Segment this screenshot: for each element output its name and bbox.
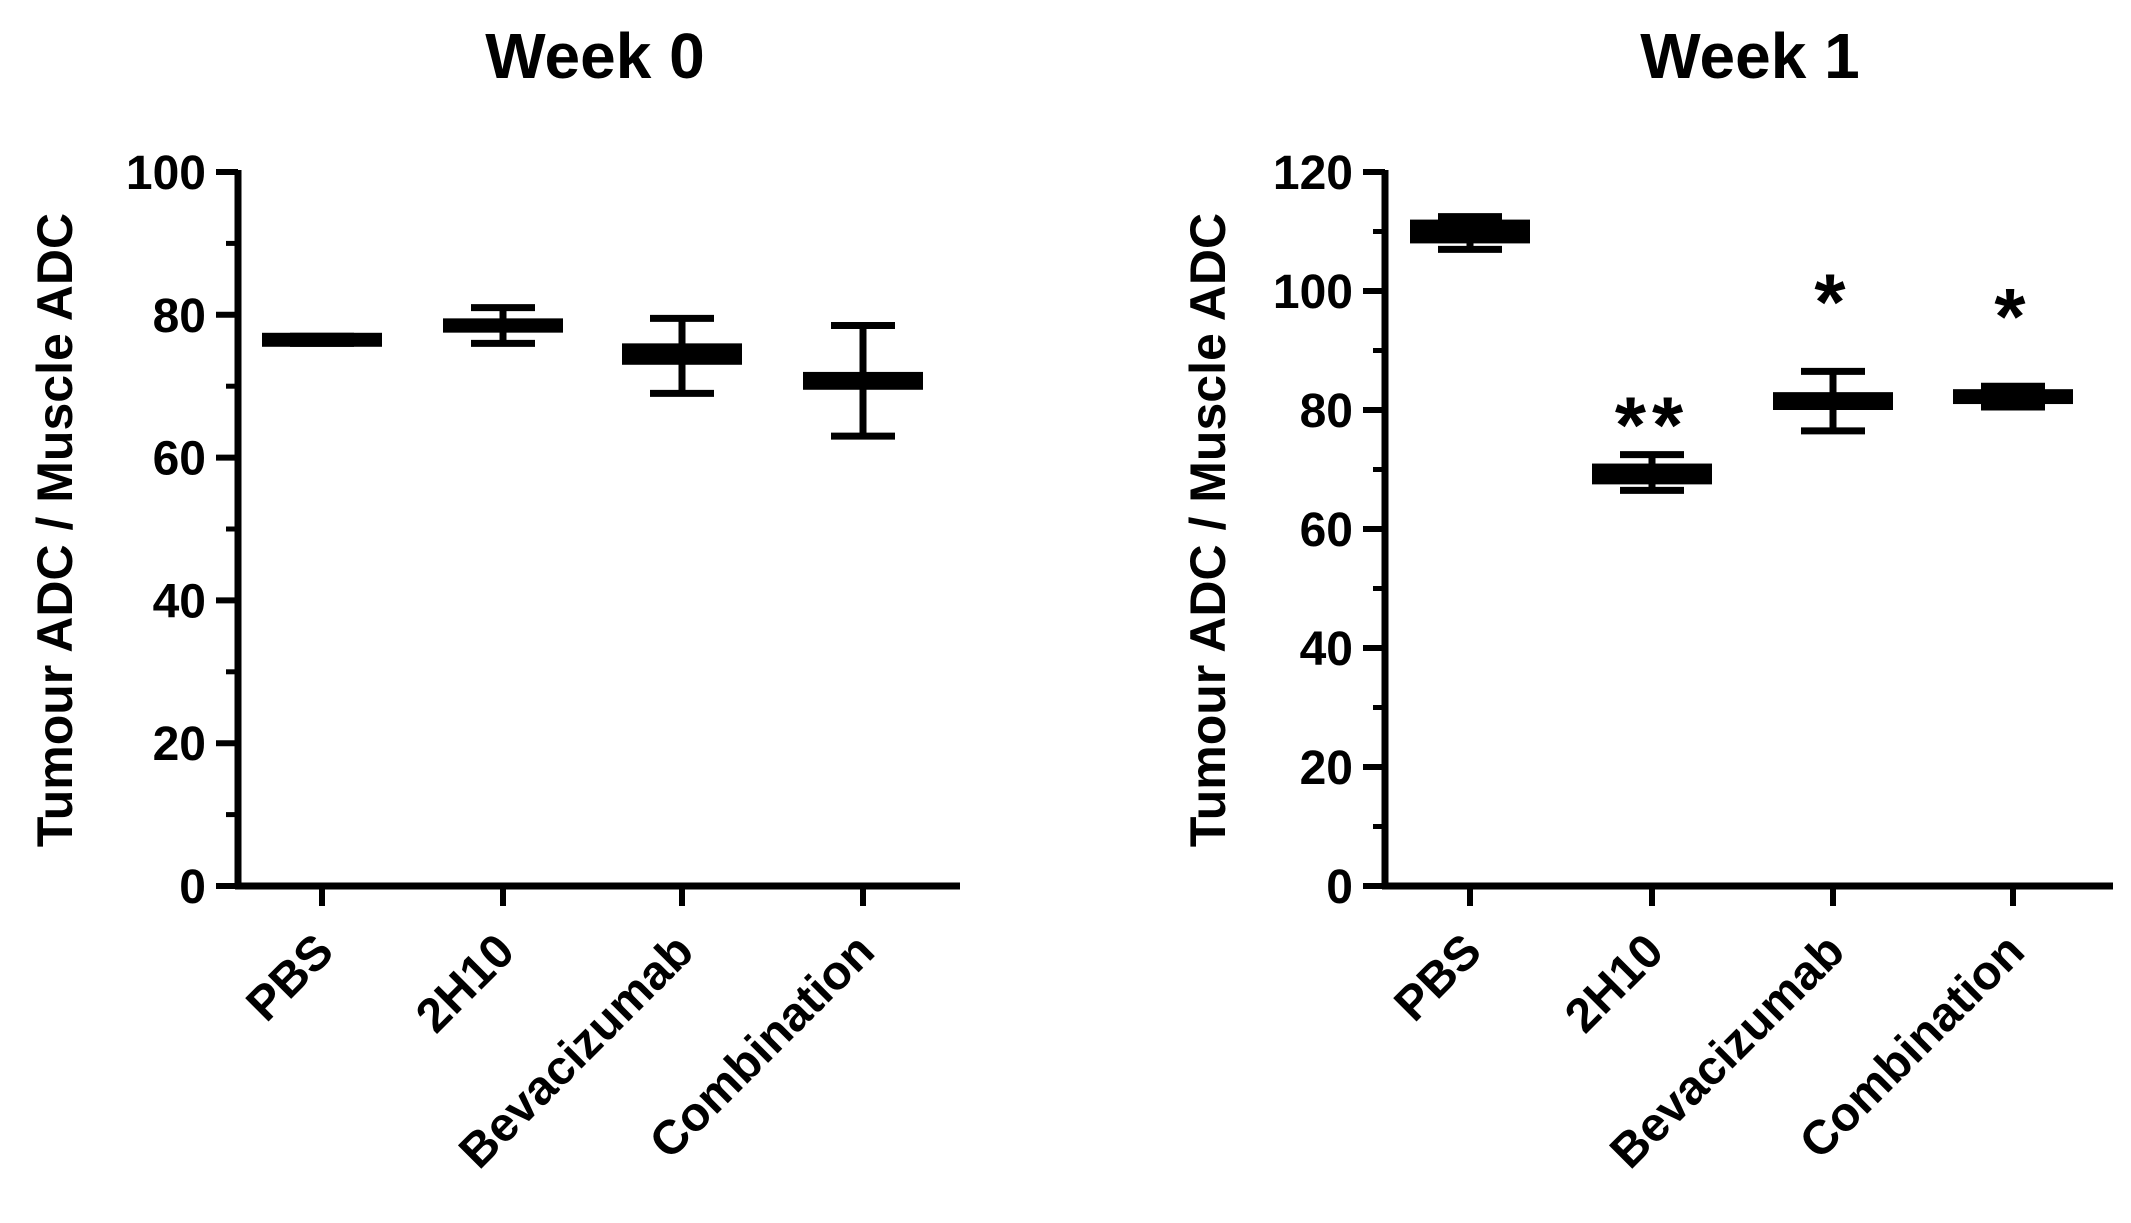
y-tick-label: 40: [153, 575, 206, 628]
x-tick-label: 2H10: [1555, 924, 1674, 1043]
y-tick-label: 100: [126, 147, 206, 200]
chart-title: Week 0: [485, 20, 704, 92]
y-tick-label: 120: [1273, 147, 1353, 200]
y-tick-label: 60: [153, 433, 206, 486]
y-tick-label: 0: [1326, 861, 1353, 914]
y-tick-label: 80: [153, 290, 206, 343]
chart-week-1: Week 1 Tumour ADC / Muscle ADC 0 20 40 60 80…: [1180, 20, 2113, 1179]
y-tick-label: 20: [1300, 742, 1353, 795]
y-tick-label: 20: [153, 718, 206, 771]
significance-annotation: *: [1994, 272, 2031, 361]
y-tick-label: 40: [1300, 623, 1353, 676]
significance-annotation: **: [1615, 381, 1689, 470]
y-tick-label: 60: [1300, 504, 1353, 557]
significance-annotation: *: [1814, 257, 1851, 346]
chart-week-0: Week 0 Tumour ADC / Muscle ADC 0 20 40 60 80…: [27, 20, 960, 1179]
y-tick-label: 0: [179, 861, 206, 914]
y-tick-label: 80: [1300, 385, 1353, 438]
x-tick-label: PBS: [1385, 924, 1492, 1031]
y-axis-label: Tumour ADC / Muscle ADC: [27, 213, 83, 847]
x-tick-label: 2H10: [406, 924, 525, 1043]
y-axis-label: Tumour ADC / Muscle ADC: [1180, 213, 1236, 847]
x-tick-label: PBS: [237, 924, 344, 1031]
y-tick-label: 100: [1273, 266, 1353, 319]
chart-title: Week 1: [1640, 20, 1859, 92]
